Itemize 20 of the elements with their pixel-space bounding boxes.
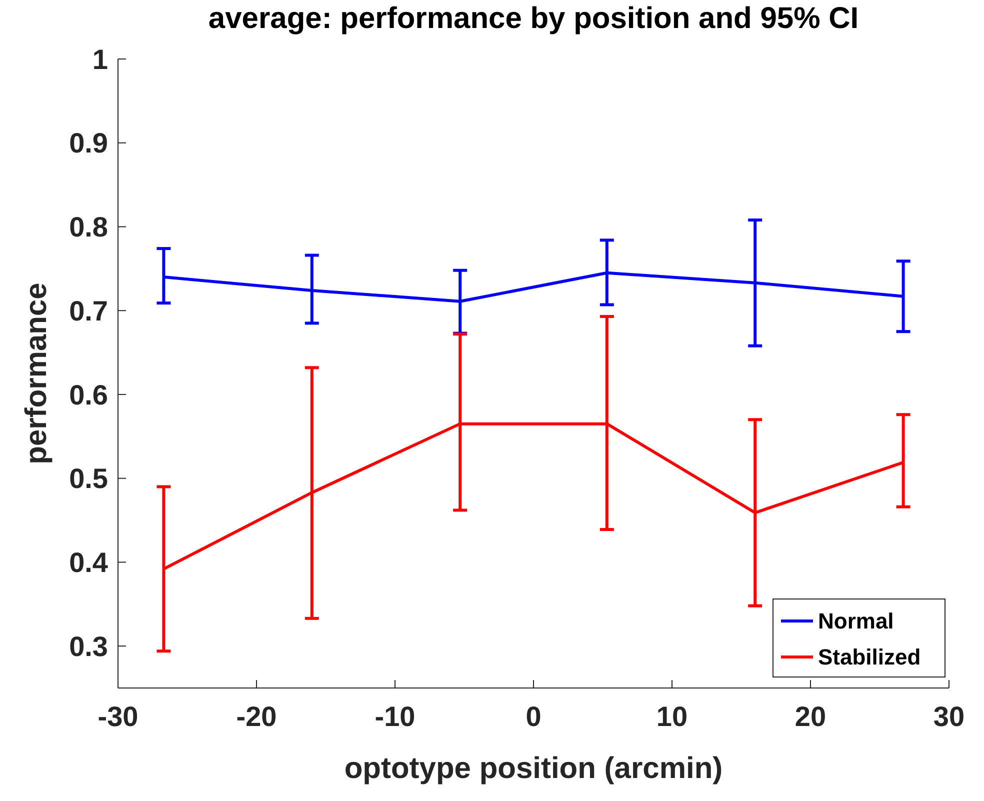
y-tick-label: 1 xyxy=(92,44,108,75)
x-tick-label: -10 xyxy=(374,701,416,732)
x-tick-label: 10 xyxy=(656,701,688,732)
x-axis-title: optotype position (arcmin) xyxy=(344,752,723,785)
legend-label: Normal xyxy=(818,608,894,634)
y-tick-label: 0.3 xyxy=(69,630,108,662)
chart-title: average: performance by position and 95% CI xyxy=(208,2,859,35)
x-tick-label: -20 xyxy=(236,701,277,732)
y-tick-label: 0.5 xyxy=(69,463,108,494)
x-tick-label: 20 xyxy=(794,701,826,732)
x-tick-label: 30 xyxy=(933,701,965,732)
y-tick-label: 0.9 xyxy=(69,128,108,159)
y-tick-label: 0.8 xyxy=(69,212,108,243)
y-tick-label: 0.6 xyxy=(69,379,108,410)
legend-label: Stabilized xyxy=(818,644,921,670)
y-tick-label: 0.7 xyxy=(69,295,108,326)
y-axis-title: performance xyxy=(20,282,53,464)
x-tick-label: -30 xyxy=(98,701,138,732)
y-tick-label: 0.4 xyxy=(69,547,108,578)
x-tick-label: 0 xyxy=(526,701,542,732)
